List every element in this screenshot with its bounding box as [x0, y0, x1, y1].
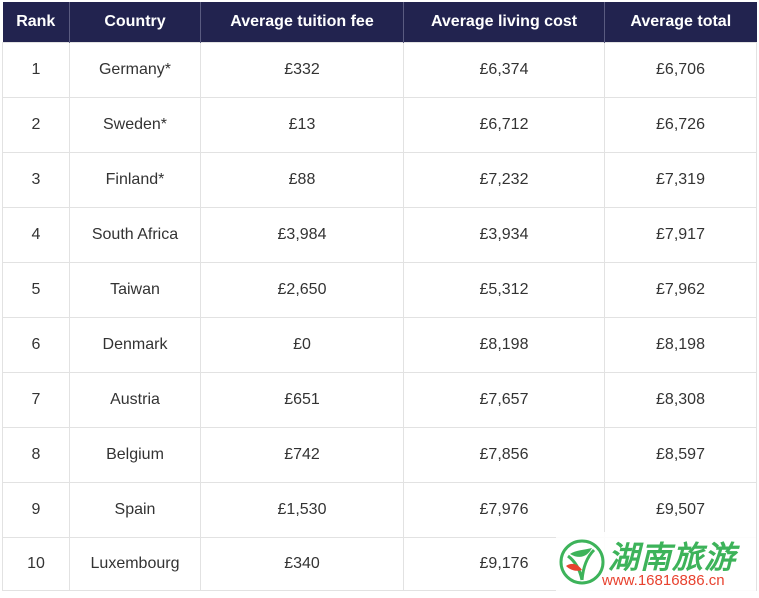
cell-rank: 2 [2, 97, 70, 153]
cell-living-cost: £7,856 [403, 427, 605, 483]
watermark-title: 湖南旅游 [608, 540, 736, 576]
cell-rank: 1 [2, 42, 70, 98]
cell-tuition-fee: £2,650 [200, 262, 404, 318]
cell-total: £6,706 [604, 42, 757, 98]
header-row: Rank Country Average tuition fee Average… [2, 2, 757, 43]
cell-country: Luxembourg [69, 537, 201, 591]
cell-living-cost: £7,232 [403, 152, 605, 208]
cell-country: Taiwan [69, 262, 201, 318]
cell-total: £7,319 [604, 152, 757, 208]
cell-living-cost: £7,657 [403, 372, 605, 428]
table-row: 6 Denmark £0 £8,198 £8,198 [2, 317, 757, 373]
cell-total: £8,308 [604, 372, 757, 428]
table-row: 4 South Africa £3,984 £3,934 £7,917 [2, 207, 757, 263]
cell-tuition-fee: £742 [200, 427, 404, 483]
header-total: Average total [604, 2, 757, 43]
table-row: 5 Taiwan £2,650 £5,312 £7,962 [2, 262, 757, 318]
cell-tuition-fee: £13 [200, 97, 404, 153]
cell-tuition-fee: £651 [200, 372, 404, 428]
cell-total: £7,917 [604, 207, 757, 263]
header-rank: Rank [2, 2, 70, 43]
header-country: Country [69, 2, 201, 43]
cell-total: £7,962 [604, 262, 757, 318]
cell-rank: 8 [2, 427, 70, 483]
table-row: 9 Spain £1,530 £7,976 £9,507 [2, 482, 757, 538]
cell-rank: 9 [2, 482, 70, 538]
cell-tuition-fee: £3,984 [200, 207, 404, 263]
cell-country: Spain [69, 482, 201, 538]
cell-living-cost: £8,198 [403, 317, 605, 373]
cell-tuition-fee: £0 [200, 317, 404, 373]
palm-leaf-logo-icon [559, 539, 605, 585]
cell-tuition-fee: £332 [200, 42, 404, 98]
site-watermark: 湖南旅游 www.16816886.cn [556, 532, 756, 594]
cell-tuition-fee: £340 [200, 537, 404, 591]
watermark-url: www.16816886.cn [602, 572, 725, 589]
cell-living-cost: £3,934 [403, 207, 605, 263]
cell-living-cost: £5,312 [403, 262, 605, 318]
cell-rank: 10 [2, 537, 70, 591]
cell-tuition-fee: £88 [200, 152, 404, 208]
header-living-cost: Average living cost [403, 2, 605, 43]
table-row: 7 Austria £651 £7,657 £8,308 [2, 372, 757, 428]
cell-rank: 7 [2, 372, 70, 428]
cell-country: Sweden* [69, 97, 201, 153]
ranking-table: Rank Country Average tuition fee Average… [2, 2, 757, 591]
cell-country: Finland* [69, 152, 201, 208]
cell-living-cost: £6,712 [403, 97, 605, 153]
cell-total: £8,597 [604, 427, 757, 483]
cell-living-cost: £7,976 [403, 482, 605, 538]
cell-total: £8,198 [604, 317, 757, 373]
cell-rank: 6 [2, 317, 70, 373]
table-row: 2 Sweden* £13 £6,712 £6,726 [2, 97, 757, 153]
header-tuition-fee: Average tuition fee [200, 2, 404, 43]
cell-country: South Africa [69, 207, 201, 263]
table-row: 1 Germany* £332 £6,374 £6,706 [2, 42, 757, 98]
cell-rank: 4 [2, 207, 70, 263]
table-row: 3 Finland* £88 £7,232 £7,319 [2, 152, 757, 208]
table-row: 8 Belgium £742 £7,856 £8,597 [2, 427, 757, 483]
cell-country: Belgium [69, 427, 201, 483]
cell-rank: 3 [2, 152, 70, 208]
cell-country: Germany* [69, 42, 201, 98]
cell-total: £9,507 [604, 482, 757, 538]
cell-country: Denmark [69, 317, 201, 373]
cell-country: Austria [69, 372, 201, 428]
cell-tuition-fee: £1,530 [200, 482, 404, 538]
cell-rank: 5 [2, 262, 70, 318]
cell-living-cost: £6,374 [403, 42, 605, 98]
cell-total: £6,726 [604, 97, 757, 153]
